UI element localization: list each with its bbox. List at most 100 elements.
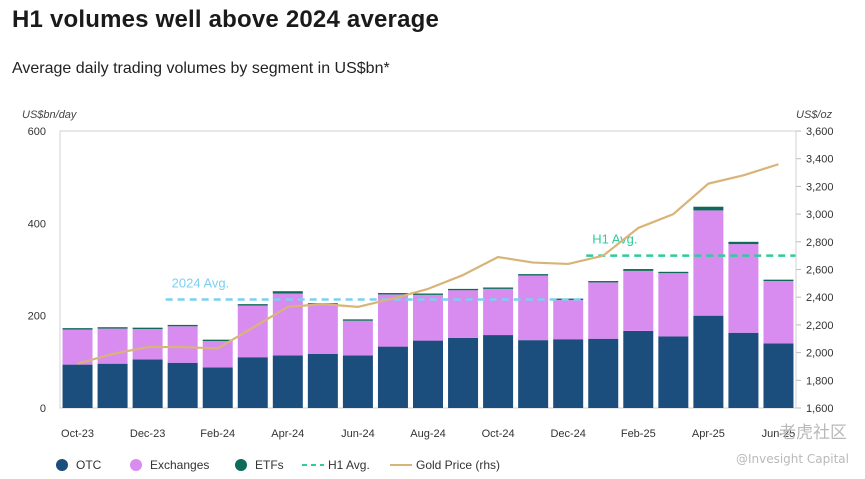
exchanges-bar (97, 328, 128, 364)
x-axis-tick-label: Oct-24 (482, 428, 515, 440)
community-watermark: 老虎社区 (779, 423, 847, 443)
left-axis-tick-label: 600 (28, 126, 46, 138)
etfs-bar (272, 291, 303, 294)
otc-bar (237, 357, 268, 408)
chart-title: H1 volumes well above 2024 average (12, 6, 440, 33)
etfs-bar (483, 287, 514, 289)
legend-gold-price-label: Gold Price (rhs) (416, 458, 500, 472)
otc-bar (97, 363, 128, 408)
legend-etfs-label: ETFs (255, 458, 284, 472)
avg-2024-label: 2024 Avg. (172, 276, 230, 291)
left-axis-unit-label: US$bn/day (22, 109, 78, 121)
otc-bar (728, 332, 759, 408)
left-axis-ticks: 0 200 400 600 (28, 126, 46, 415)
otc-bar (342, 355, 373, 408)
exchanges-bar (588, 282, 619, 339)
etfs-bar (623, 269, 654, 271)
otc-bar (413, 340, 443, 408)
otc-bar (272, 355, 303, 408)
otc-bar (763, 343, 794, 408)
otc-bar (518, 340, 549, 408)
otc-bar (658, 336, 689, 408)
x-axis-tick-label: Feb-24 (200, 428, 235, 440)
reference-lines: 2024 Avg. H1 Avg. (165, 232, 796, 301)
right-axis-tick-label: 3,400 (806, 154, 834, 166)
exchanges-bar (62, 329, 93, 365)
left-axis-tick-label: 0 (40, 403, 46, 415)
exchanges-bar (448, 290, 479, 338)
otc-bar (377, 346, 408, 408)
right-axis-tick-label: 2,000 (806, 348, 834, 360)
etfs-bar (97, 327, 128, 329)
otc-bar (483, 335, 514, 408)
h1-avg-label: H1 Avg. (592, 232, 637, 247)
gold-price-polyline (77, 163, 779, 365)
exchanges-bar (553, 299, 584, 340)
x-axis-tick-label: Feb-25 (621, 428, 656, 440)
etfs-bar (763, 279, 794, 282)
legend-h1-avg-label: H1 Avg. (328, 458, 370, 472)
exchanges-bar (413, 294, 443, 341)
x-axis-tick-labels: Oct-23 Dec-23 Feb-24 Apr-24 Jun-24 Aug-24 Oct-… (61, 428, 795, 440)
otc-bar (588, 338, 619, 408)
etfs-bar (518, 274, 549, 276)
etfs-bar (588, 281, 619, 283)
exchanges-bar (237, 305, 268, 358)
x-axis-tick-label: Jun-25 (762, 428, 796, 440)
etfs-bar (132, 327, 163, 330)
left-axis-tick-label: 400 (28, 218, 46, 230)
right-axis-tick-label: 2,600 (806, 265, 834, 277)
x-axis-tick-label: Aug-24 (410, 428, 445, 440)
etfs-bar (202, 339, 233, 342)
right-axis-tick-label: 2,800 (806, 237, 834, 249)
otc-bar (693, 315, 724, 408)
x-axis-tick-label: Dec-24 (550, 428, 585, 440)
etfs-bar (377, 293, 408, 295)
otc-bar (623, 330, 654, 408)
credit-watermark: @Invesight Capital (735, 452, 849, 466)
exchanges-bar (272, 293, 303, 356)
etfs-bar (693, 206, 724, 211)
exchanges-bar (202, 341, 233, 368)
otc-bar (167, 362, 198, 408)
etfs-bar (62, 328, 93, 330)
otc-bar (448, 337, 479, 408)
legend-exchanges-label: Exchanges (150, 458, 209, 472)
exchanges-bar (132, 329, 163, 360)
otc-bar (62, 364, 93, 408)
exchanges-bar (377, 294, 408, 347)
right-axis-tick-label: 1,600 (806, 403, 834, 415)
otc-bar (553, 339, 584, 408)
otc-bar (202, 367, 233, 408)
exchanges-bar (342, 320, 373, 356)
gold-price-line (77, 163, 779, 365)
x-axis-tick-label: Apr-24 (271, 428, 304, 440)
exchanges-bar (658, 273, 689, 337)
x-axis-tick-label: Jun-24 (341, 428, 375, 440)
legend: OTC Exchanges ETFs H1 Avg. Gold Price (rhs) (56, 458, 500, 472)
exchanges-bar (728, 244, 759, 333)
right-axis-tick-label: 2,400 (806, 292, 834, 304)
exchanges-bar (623, 270, 654, 331)
legend-otc-marker (56, 459, 68, 471)
right-axis-tick-label: 3,600 (806, 126, 834, 138)
etfs-bar (448, 288, 479, 291)
right-axis-tick-label: 3,200 (806, 181, 834, 193)
legend-etfs-marker (235, 459, 247, 471)
etfs-bar (342, 319, 373, 321)
exchanges-bar (518, 275, 549, 341)
bar-series (62, 206, 794, 408)
etfs-bar (728, 241, 759, 245)
right-axis-tick-label: 3,000 (806, 209, 834, 221)
legend-exchanges-marker (130, 459, 142, 471)
exchanges-bar (763, 281, 794, 344)
exchanges-bar (693, 210, 724, 316)
x-axis-tick-label: Oct-23 (61, 428, 94, 440)
etfs-bar (167, 324, 198, 327)
right-axis-unit-label: US$/oz (796, 109, 833, 121)
x-axis-tick-label: Dec-23 (130, 428, 165, 440)
legend-otc-label: OTC (76, 458, 102, 472)
etfs-bar (413, 293, 443, 295)
exchanges-bar (483, 288, 514, 336)
